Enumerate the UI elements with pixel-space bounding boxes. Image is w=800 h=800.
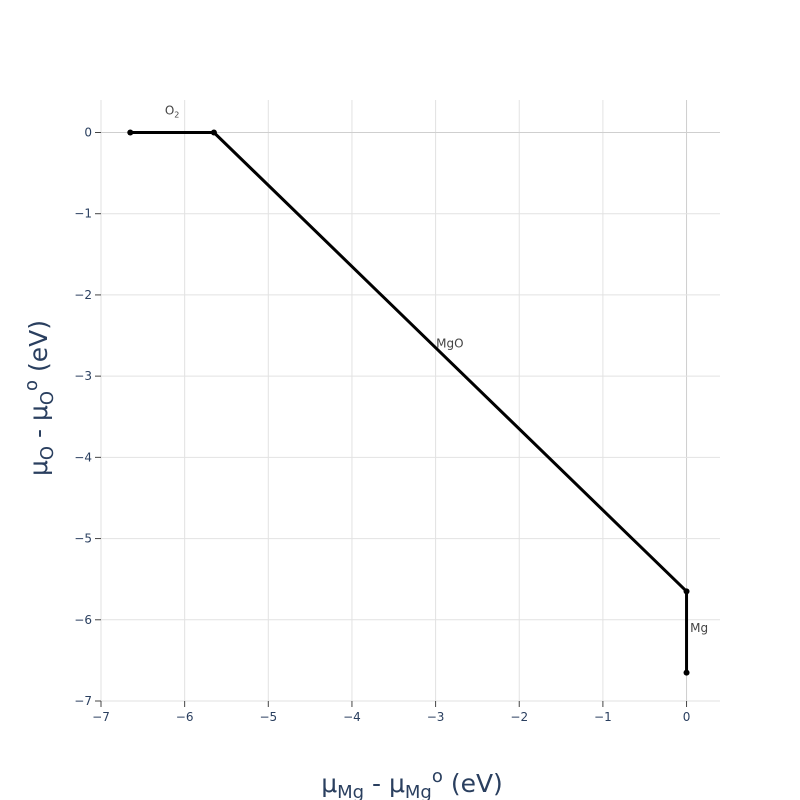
y-tick-label: −6 [74,613,92,627]
vertex-point [683,669,690,676]
x-tick-label: −4 [343,710,361,724]
x-tick-label: −5 [259,710,277,724]
vertex-point [127,129,134,136]
domain-label: O2 [165,104,180,120]
domain-labels: O2 MgO Mg [165,104,708,635]
y-axis-title: μO - μOo (eV) [21,320,58,476]
x-tick-label: −2 [510,710,528,724]
y-axis-ticks: 0 −1 −2 −3 −4 −5 −6 −7 [74,125,101,708]
domain-label: Mg [690,621,708,635]
x-axis-title: μMg - μMgo (eV) [321,766,503,800]
grid-lines [100,100,720,702]
vertex-points [127,129,690,676]
domain-label: MgO [436,337,463,351]
x-tick-label: 0 [683,710,691,724]
y-tick-label: −3 [74,369,92,383]
y-tick-label: −5 [74,532,92,546]
y-tick-label: −1 [74,207,92,221]
y-tick-label: 0 [84,125,92,139]
y-tick-label: −7 [74,694,92,708]
x-tick-label: −6 [176,710,194,724]
vertex-point [210,129,217,136]
boundary-lines [128,130,689,675]
y-tick-label: −2 [74,288,92,302]
x-tick-label: −1 [594,710,612,724]
y-tick-label: −4 [74,450,92,464]
x-tick-label: −3 [427,710,445,724]
x-tick-label: −7 [92,710,110,724]
x-axis-ticks: −7 −6 −5 −4 −3 −2 −1 0 [92,701,690,724]
boundary-line [212,130,689,593]
vertex-point [683,588,690,595]
